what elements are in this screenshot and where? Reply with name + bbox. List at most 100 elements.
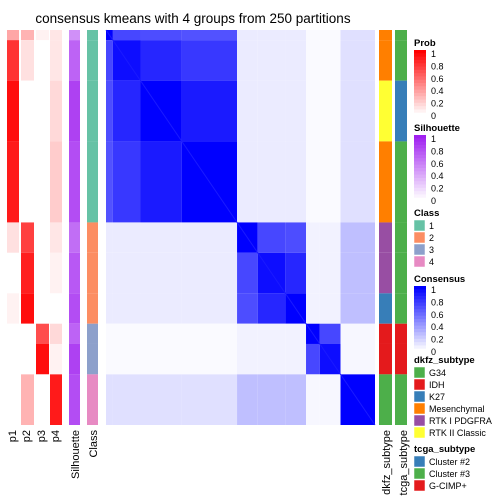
consensus-cell [257,141,286,223]
consensus-cell [237,252,258,294]
consensus-cell [106,80,113,142]
consensus-gradient-step [414,305,426,310]
class-cell [87,252,98,294]
prob-p2-cell [21,323,34,344]
consensus-cell [285,252,307,294]
prob-p1-cell [7,293,19,324]
dkfz-legend-swatch [413,402,426,415]
prob-gradient-step [414,106,426,110]
tcga-subtype-cell [395,323,407,344]
dkfz-legend-label: K27 [429,392,445,402]
prob-legend-title: Prob [414,38,436,49]
dkfz-legend-swatch [413,426,426,439]
silhouette-gradient-step [414,187,426,192]
consensus-gradient-step [414,319,426,323]
silhouette-cell [69,323,80,344]
prob-p3-cell [36,343,49,375]
consensus-gradient-step [414,299,426,303]
prob-p3-cell [36,222,49,253]
prob-gradient-step [414,86,426,91]
annotation-label: Class [88,430,100,458]
consensus-legend-tick: 1 [431,285,436,295]
silhouette-gradient-step [414,141,426,146]
consensus-cell [112,222,141,253]
dkfz-legend-label: RTK II Classic [429,428,486,438]
consensus-cell [306,80,320,142]
prob-p4-cell [50,80,62,142]
tcga-legend-title: tcga_subtype [414,444,475,455]
prob-legend-tick: 0.8 [431,61,444,71]
consensus-cell [181,40,238,81]
consensus-cell [340,30,375,41]
prob-p2-cell [21,252,34,294]
tcga-subtype-cell [395,374,407,425]
consensus-cell [140,374,182,425]
consensus-cell [112,141,141,223]
consensus-cell [319,30,341,41]
tcga-legend-swatch [413,455,426,468]
consensus-cell [112,252,141,294]
silhouette-gradient-step [414,148,426,152]
consensus-cell [340,343,375,375]
prob-p1-cell [7,141,19,223]
class-legend-swatch [413,243,426,256]
prob-p2-cell [21,141,34,223]
prob-p4-cell [50,252,62,294]
tcga-subtype-cell [395,293,407,324]
silhouette-cell [69,374,80,425]
dkfz-legend-swatch [413,390,426,403]
consensus-cell [237,141,258,223]
prob-gradient-step [414,79,426,84]
consensus-cell [140,30,182,41]
consensus-cell [140,323,182,344]
annotation-label: p1 [7,430,19,442]
silhouette-cell [69,222,80,253]
prob-p1-cell [7,40,19,81]
consensus-legend-tick: 0.2 [431,335,444,345]
consensus-cell [181,80,238,142]
prob-legend-tick: 0.2 [431,99,444,109]
consensus-gradient-step [414,345,426,350]
prob-gradient-step [414,69,426,74]
prob-gradient-step [414,76,426,81]
consensus-cell [306,293,320,324]
consensus-cell [319,323,341,344]
prob-p4-cell [50,323,62,344]
class-cell [87,30,98,41]
silhouette-cell [69,141,80,223]
silhouette-gradient-step [414,177,426,182]
consensus-cell [319,80,341,142]
dkfz-subtype-cell [379,374,392,425]
tcga-subtype-cell [395,252,407,294]
dkfz-subtype-cell [379,80,392,142]
consensus-cell [181,222,238,253]
consensus-legend-title: Consensus [414,274,465,285]
prob-p2-cell [21,343,34,375]
silhouette-cell [69,30,80,41]
class-cell [87,293,98,324]
tcga-subtype-cell [395,141,407,223]
dkfz-legend-swatch [413,378,426,391]
prob-p1-cell [7,222,19,253]
silhouette-cell [69,40,80,81]
prob-p1-cell [7,374,19,425]
class-legend-label: 2 [429,233,434,243]
consensus-cell [181,343,238,375]
dkfz-legend-title: dkfz_subtype [414,355,475,366]
consensus-cell [257,374,286,425]
consensus-gradient-step [414,286,426,290]
consensus-cell [257,222,286,253]
dkfz-subtype-cell [379,323,392,344]
consensus-cell [340,141,375,223]
silhouette-legend-tick: 0 [431,196,436,206]
prob-gradient-step [414,53,426,58]
consensus-cell [285,323,307,344]
annotation-label: tcga_subtype [398,430,410,495]
prob-gradient-step [414,73,426,77]
class-legend-label: 1 [429,221,434,231]
consensus-cell [112,323,141,344]
prob-p3-cell [36,374,49,425]
dkfz-subtype-cell [379,30,392,41]
prob-gradient-step [414,109,426,114]
